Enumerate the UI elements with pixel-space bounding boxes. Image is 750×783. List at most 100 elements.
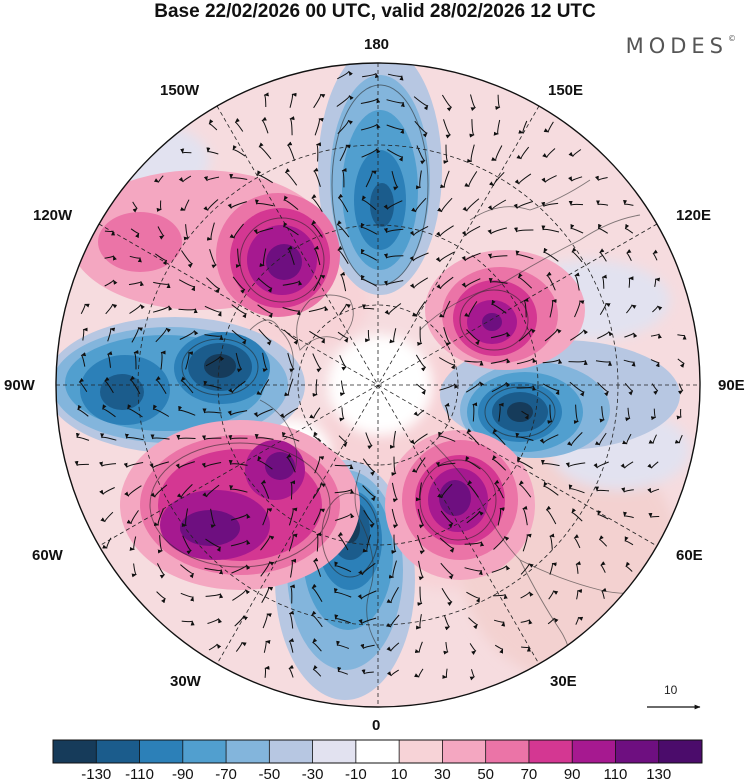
wind-arrow — [205, 355, 225, 367]
colorbar — [52, 739, 703, 764]
wind-arrow — [492, 428, 506, 446]
reference-vector-label: 10 — [664, 683, 678, 697]
wind-arrow — [596, 200, 609, 206]
wind-arrow — [104, 279, 118, 287]
wind-arrow — [210, 508, 216, 529]
wind-arrow — [180, 376, 194, 394]
wind-arrow — [228, 435, 248, 441]
wind-arrow — [417, 326, 423, 346]
wind-arrow — [386, 642, 400, 652]
wind-arrow — [466, 510, 484, 524]
wind-arrow — [264, 665, 270, 678]
wind-arrow — [621, 487, 634, 493]
wind-arrow — [469, 643, 477, 655]
wind-arrow — [541, 175, 557, 183]
wind-arrow — [569, 381, 585, 397]
wind-arrow — [417, 508, 425, 529]
wind-arrow — [542, 383, 560, 396]
wind-arrow — [204, 567, 224, 575]
colorbar-swatch — [399, 740, 443, 763]
wind-arrow — [436, 276, 454, 290]
colorbar-tick-label: 90 — [563, 766, 581, 783]
wind-arrow — [414, 668, 424, 678]
wind-arrow — [492, 593, 508, 600]
wind-arrow — [337, 193, 349, 213]
wind-arrow — [444, 402, 450, 421]
wind-arrow — [443, 615, 451, 631]
wind-arrow — [472, 402, 478, 422]
wind-arrow — [362, 458, 376, 476]
wind-arrow — [282, 280, 303, 286]
wind-arrow — [156, 591, 166, 604]
wind-arrow — [387, 148, 404, 162]
wind-arrow — [411, 301, 426, 317]
wind-arrow — [259, 248, 267, 268]
colorbar-tick-label: 130 — [646, 766, 672, 783]
lon-label-180: 180 — [364, 36, 390, 53]
wind-arrow — [514, 227, 534, 233]
wind-arrow — [595, 360, 612, 366]
wind-arrow — [254, 199, 274, 207]
wind-arrow — [514, 173, 532, 185]
wind-arrow — [543, 247, 559, 262]
wind-arrow — [289, 584, 295, 604]
wind-arrow — [153, 508, 164, 526]
wind-arrow — [183, 224, 189, 241]
wind-arrow — [647, 461, 659, 469]
wind-arrow — [362, 534, 372, 553]
wind-arrow — [339, 303, 351, 315]
wind-arrow — [384, 303, 402, 315]
wind-arrow — [76, 432, 90, 441]
wind-arrow — [386, 124, 405, 134]
colorbar-swatch — [96, 740, 140, 763]
wind-arrow — [465, 455, 481, 470]
wind-arrow — [488, 277, 508, 284]
wind-arrow — [337, 245, 349, 265]
wind-arrow — [383, 227, 404, 234]
wind-arrow — [361, 304, 375, 310]
wind-arrow — [185, 351, 194, 370]
wind-arrow — [547, 617, 559, 625]
wind-arrow — [650, 408, 657, 421]
wind-arrow — [202, 484, 220, 498]
lon-label-150e: 150E — [548, 82, 584, 99]
colorbar-tick-label: -130 — [81, 766, 112, 783]
high-anomaly-alaska — [70, 170, 340, 317]
wind-arrow — [597, 331, 613, 339]
wind-arrow — [284, 168, 298, 186]
wind-arrow — [598, 535, 608, 547]
wind-arrow — [203, 380, 222, 389]
wind-arrow — [178, 308, 198, 314]
wind-arrow — [542, 358, 563, 365]
wind-arrow — [287, 352, 295, 373]
wind-arrow — [308, 305, 329, 313]
wind-arrow — [100, 511, 114, 523]
wind-arrow — [676, 408, 682, 420]
wind-arrow — [313, 274, 326, 292]
wind-arrow — [415, 482, 422, 502]
wind-arrow — [157, 535, 163, 554]
wind-arrow — [490, 331, 511, 339]
wind-arrow — [361, 148, 381, 158]
wind-arrow — [202, 408, 222, 414]
wind-arrow — [464, 360, 484, 366]
wind-arrow — [674, 434, 683, 444]
wind-arrow — [465, 381, 485, 393]
wind-arrow — [518, 120, 528, 134]
wind-arrow — [464, 171, 478, 188]
wind-arrow — [229, 173, 248, 180]
wind-arrow — [286, 453, 296, 473]
wind-arrow — [470, 94, 476, 112]
wind-arrow — [129, 536, 137, 551]
wind-arrow — [549, 562, 557, 575]
wind-arrow — [363, 510, 375, 528]
colorbar-tick-label: 50 — [477, 766, 494, 783]
wind-arrow — [461, 225, 481, 237]
wind-arrow — [360, 643, 375, 650]
wind-arrow — [361, 669, 374, 675]
wind-arrow — [418, 560, 424, 581]
wind-arrow — [107, 351, 113, 368]
wind-arrow — [287, 245, 295, 265]
wind-arrow — [102, 537, 112, 549]
wind-arrow — [436, 225, 454, 237]
